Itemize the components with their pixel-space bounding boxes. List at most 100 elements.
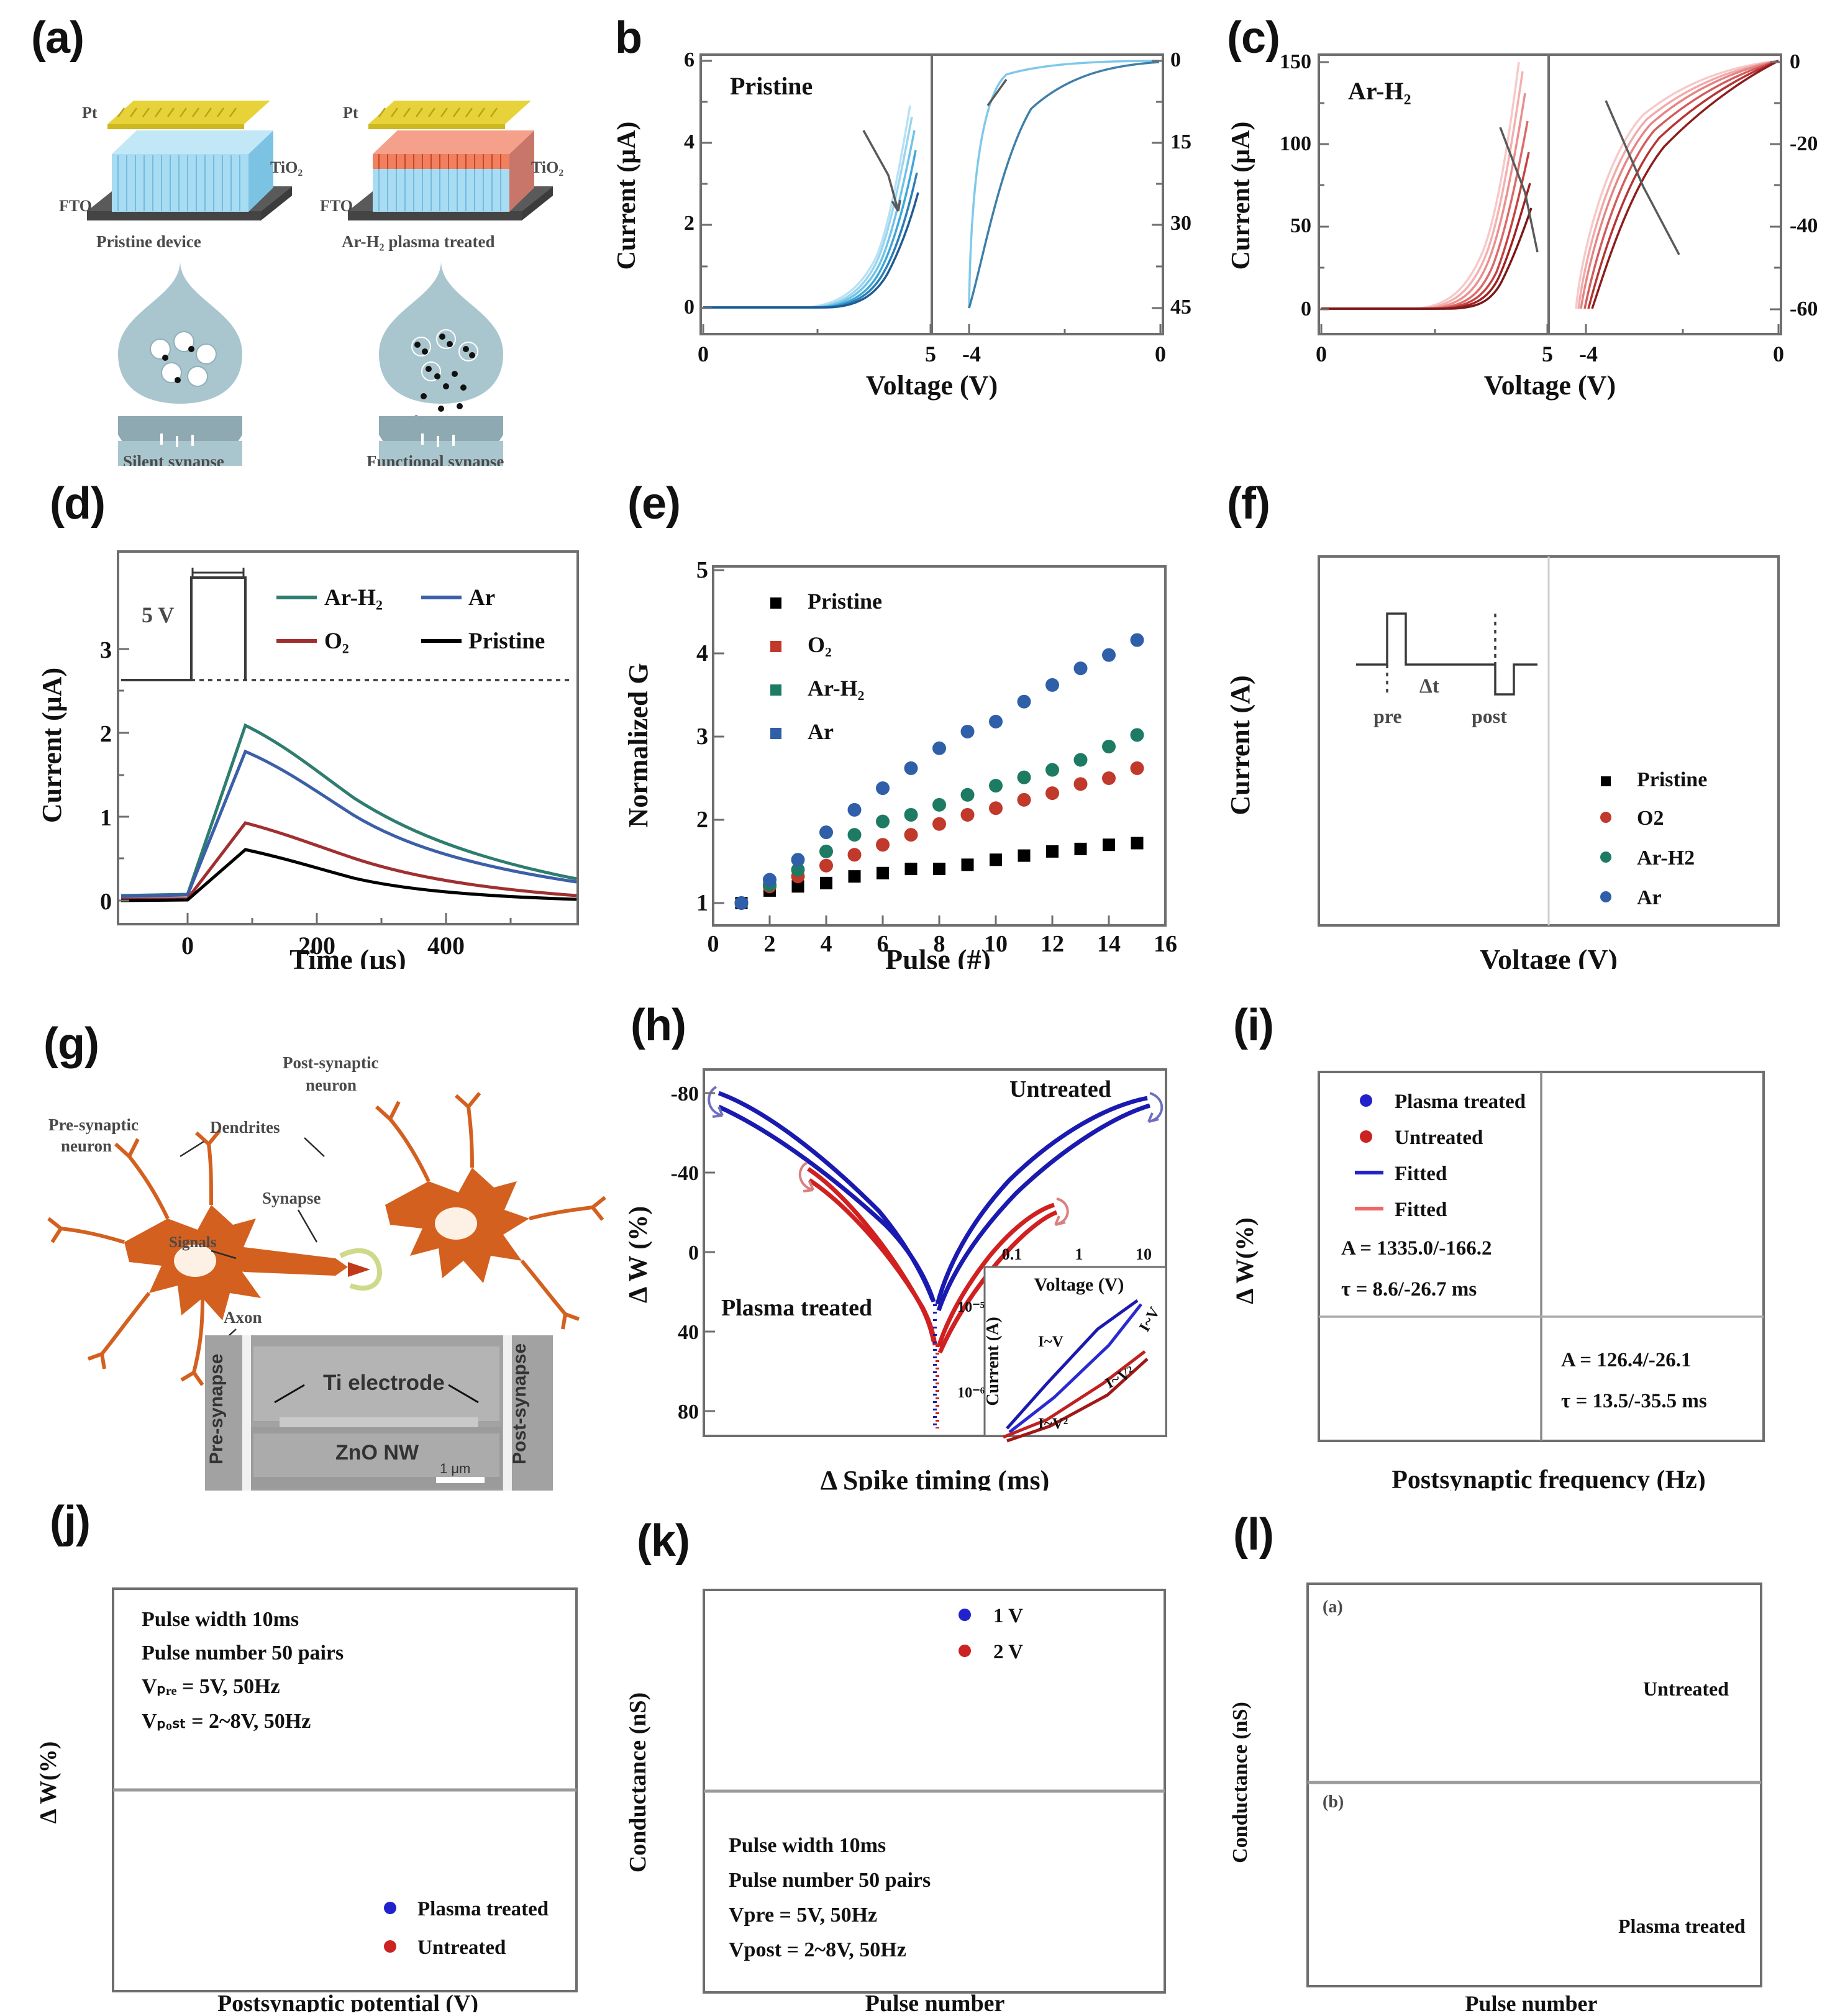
data-point (847, 802, 862, 817)
panel-b-label: b (615, 13, 642, 63)
data-point (932, 741, 946, 755)
panel-e-xtick: 6 (877, 931, 889, 957)
panel-a-left-pt-label: Pt (82, 104, 98, 122)
panel-k-annotation-1: Pulse number 50 pairs (729, 1869, 931, 1892)
panel-l-caption-untreated: Untreated (1643, 1678, 1729, 1700)
panel-a: (a) (25, 6, 584, 466)
panel-j-annotation-1: Pulse number 50 pairs (142, 1641, 344, 1664)
panel-h-chart: Untreated Plasma treated 0.1 1 10 Voltag… (624, 1068, 1167, 1491)
panel-e-ylabel: Normalized G (623, 663, 654, 827)
panel-h-inset-xlabel: Voltage (V) (1034, 1274, 1124, 1295)
panel-j-xlabel: Postsynaptic potential (V) (217, 1991, 478, 2012)
panel-c-ylabel: Current (μA) (1227, 122, 1255, 270)
panel-c-xlabel: Voltage (V) (1484, 370, 1616, 401)
panel-e-xtick: 16 (1154, 931, 1177, 957)
panel-e-xlabel: Pulse (#) (885, 943, 991, 969)
data-point (960, 807, 975, 822)
data-point (1017, 694, 1031, 709)
panel-k-legend-1: 2 V (993, 1641, 1023, 1663)
panel-b-xtick-0r: 0 (1155, 342, 1166, 366)
panel-a-right-pt-label: Pt (343, 104, 358, 122)
data-point (932, 817, 946, 831)
data-point (1018, 849, 1031, 862)
data-point (933, 863, 945, 876)
panel-g-illustration: Pre-synaptic neuron Post-synaptic neuron… (47, 1053, 606, 1491)
panel-j-ylabel: Δ W(%) (35, 1741, 61, 1824)
data-point (1130, 633, 1144, 647)
panel-d-chart: 5 V Ar-H₂ Ar O₂ Pristine 0 (37, 550, 579, 969)
panel-c-xtick-0r: 0 (1773, 342, 1784, 366)
data-point (819, 825, 833, 840)
panel-k-annotation-3: Vpost = 2~8V, 50Hz (729, 1938, 906, 1961)
panel-e-ytick-1: 1 (696, 890, 708, 916)
panel-h-inset-slope-0: I~V (1038, 1333, 1063, 1350)
panel-e: (e) Pristine O₂ Ar-H₂ Ar 5 4 3 2 1 (609, 478, 1205, 969)
panel-d-xtick-400: 400 (427, 932, 465, 960)
panel-f: (f) Δt pre post Pristine O2 Ar-H2 Ar (1208, 478, 1829, 969)
panel-c-ytick2-n60: -60 (1790, 297, 1818, 320)
panel-l: (l) (a) (b) Untreated Plasma treated Pul… (1208, 1491, 1829, 2012)
panel-l-caption-plasma: Plasma treated (1618, 1915, 1746, 1937)
panel-d-xlabel: Time (μs) (289, 943, 406, 969)
panel-a-left-tio2-label: TiO₂ (270, 158, 303, 176)
panel-b-chart: 6 4 2 0 0 15 30 45 (613, 48, 1191, 401)
panel-h-ytick-2: 0 (688, 1242, 699, 1265)
panel-h-ylabel: Δ W (%) (624, 1206, 653, 1303)
panel-d-label: (d) (50, 479, 106, 529)
panel-b-ytick-4: 4 (684, 130, 695, 153)
panel-a-right-fto-label: FTO (320, 197, 353, 215)
panel-g-sem-electrode-label: Ti electrode (323, 1371, 445, 1395)
panel-e-xtick: 10 (984, 931, 1008, 957)
panel-e-legend-3: Ar (808, 719, 834, 744)
panel-i-fit-blue-0: A = 1335.0/-166.2 (1341, 1237, 1492, 1260)
panel-h-ytick-3: 40 (678, 1321, 699, 1344)
data-point (904, 761, 918, 775)
panel-a-left-fto-label: FTO (59, 197, 92, 215)
data-point (791, 863, 805, 877)
panel-j: (j) Pulse width 10ms Pulse number 50 pai… (25, 1491, 615, 2012)
panel-b-xtick-0: 0 (698, 342, 709, 366)
data-point (1130, 761, 1144, 775)
panel-h-label: (h) (631, 1001, 686, 1050)
panel-i-fit-red-1: τ = 13.5/-35.5 ms (1561, 1390, 1707, 1412)
data-point (960, 724, 975, 738)
panel-b-ytick2-15: 15 (1170, 130, 1191, 153)
data-point (932, 797, 946, 812)
panel-c-label: (c) (1227, 13, 1280, 63)
panel-b-xlabel: Voltage (V) (866, 370, 998, 401)
panel-j-label: (j) (50, 1497, 91, 1547)
panel-c: (c) 150 100 50 0 (1208, 6, 1829, 472)
panel-b-ytick2-30: 30 (1170, 212, 1191, 235)
panel-f-inset-dt: Δt (1419, 675, 1439, 697)
panel-g-sem-right-contact-label: Post-synapse (509, 1343, 530, 1464)
panel-g-label: (g) (43, 1019, 99, 1069)
panel-k-chart: 1 V 2 V Pulse width 10ms Pulse number 50… (625, 1589, 1166, 2012)
panel-b-ytick-6: 6 (684, 48, 695, 71)
panel-k-xlabel: Pulse number (865, 1991, 1005, 2012)
panel-g-sem-left-contact-label: Pre-synapse (206, 1354, 227, 1464)
panel-l-xlabel: Pulse number (1465, 1991, 1597, 2012)
panel-c-ytick-100: 100 (1280, 132, 1311, 155)
data-point (989, 779, 1003, 793)
panel-a-right-synapse-caption: Functional synapse (367, 452, 504, 466)
panel-e-ytick-5: 5 (696, 557, 708, 583)
data-point (791, 880, 804, 893)
panel-i-xlabel: Postsynaptic frequency (Hz) (1391, 1466, 1706, 1491)
data-point (819, 844, 833, 858)
data-point (904, 828, 918, 842)
panel-k-legend-0: 1 V (993, 1605, 1023, 1627)
panel-f-legend-0: Pristine (1637, 768, 1707, 791)
panel-d-ytick-0: 0 (100, 889, 112, 915)
data-point (820, 876, 832, 889)
panel-h-xlabel: Δ Spike timing (ms) (821, 1465, 1050, 1491)
panel-l-subpanel-b-tag: (b) (1323, 1792, 1344, 1812)
panel-d-legend-2: O₂ (324, 629, 349, 654)
data-point (876, 838, 890, 852)
panel-e-ytick-2: 2 (696, 807, 708, 833)
data-point (960, 788, 975, 802)
panel-l-subpanel-a-tag: (a) (1323, 1597, 1343, 1617)
panel-j-annotation-0: Pulse width 10ms (142, 1608, 299, 1631)
panel-k-annotation-0: Pulse width 10ms (729, 1834, 886, 1857)
panel-h-inset-xtick-2: 10 (1136, 1245, 1152, 1263)
data-point (847, 848, 862, 862)
